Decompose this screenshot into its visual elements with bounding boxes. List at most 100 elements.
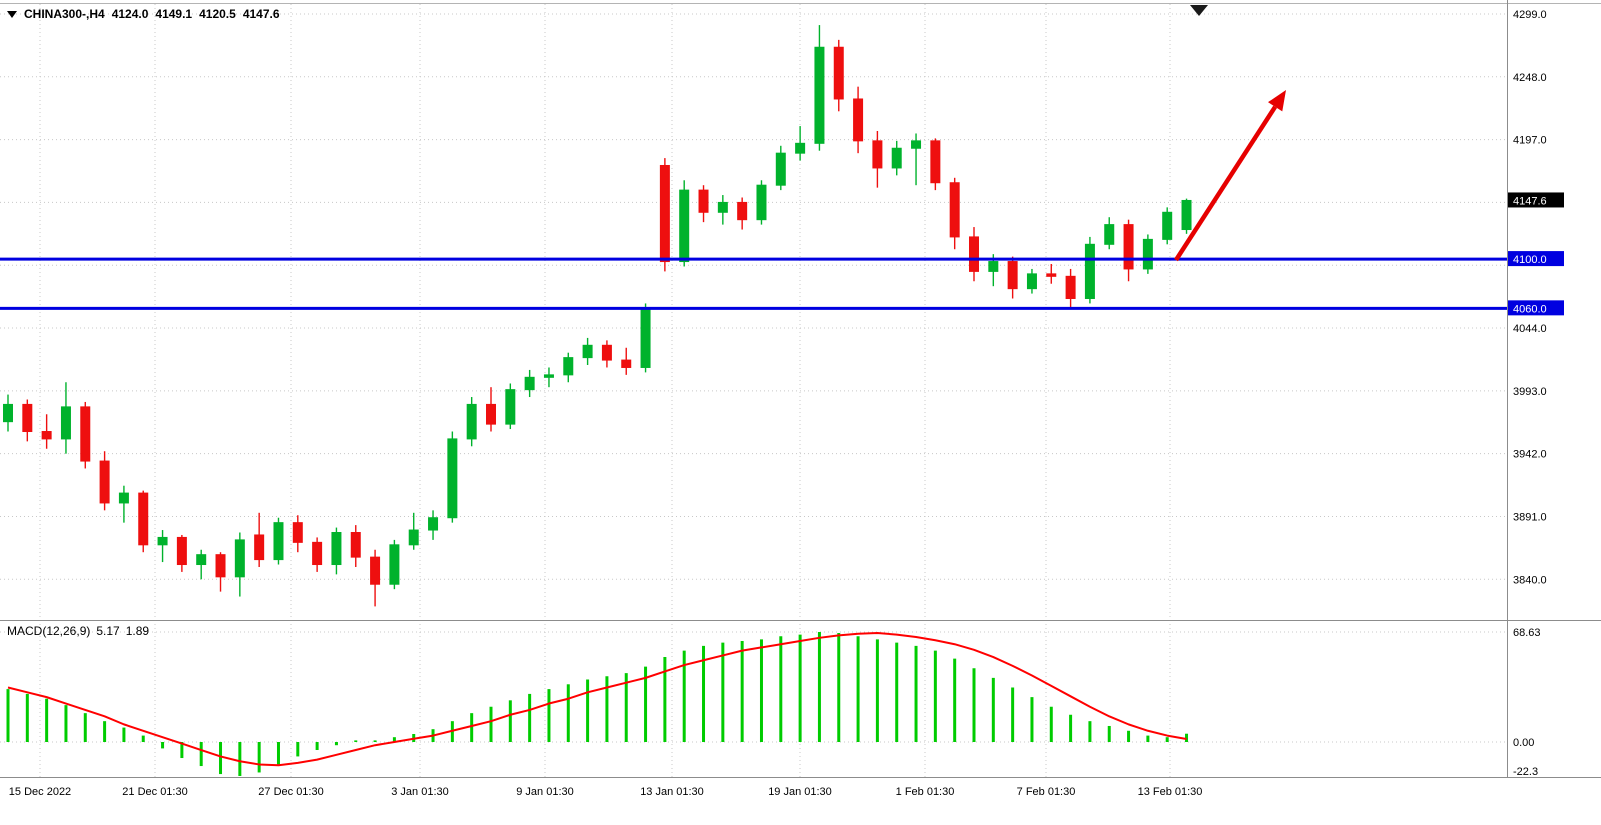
candle-down [292,515,303,553]
candle-up [408,512,419,550]
candle-down [1123,219,1134,282]
time-axis-label: 27 Dec 01:30 [258,786,323,798]
macd-axis-label: -22.3 [1513,766,1538,778]
candle-up [679,180,690,267]
candle-up [524,369,535,398]
candle-up [447,431,458,523]
candle-down [872,131,883,188]
candles [3,25,1192,607]
candle-up [891,140,902,176]
candle-up [756,180,767,225]
ohlc-high: 4149.1 [155,7,193,21]
level-price-badge-text: 4100.0 [1513,254,1547,266]
time-axis-label: 13 Jan 01:30 [640,786,704,798]
candle-up [582,337,593,366]
candle-up [717,195,728,225]
candle-up [640,303,651,373]
chart-shift-icon[interactable] [1190,5,1208,16]
time-axis-label: 7 Feb 01:30 [1017,786,1076,798]
candle-up [1162,207,1173,245]
candle-down [80,401,91,469]
macd-main-value: 5.17 [96,624,120,638]
candle-up [795,126,806,161]
candle-up [60,382,71,454]
candle-up [196,549,207,580]
candle-up [3,394,13,432]
macd-signal-value: 1.89 [125,624,150,638]
candle-down [737,197,748,230]
candle-down [486,387,496,432]
candle-down [176,534,187,572]
time-axis[interactable] [0,778,1601,825]
ohlc-low: 4120.5 [199,7,236,21]
level-price-badge: 4060.0 [1508,300,1564,316]
current-price-badge-text: 4147.6 [1513,195,1547,207]
candle-up [428,510,439,540]
macd-panel [6,631,1189,776]
price-axis-label: 4044.0 [1513,323,1547,335]
candle-down [41,414,52,449]
candle-down [254,512,265,567]
price-axis-label: 3942.0 [1513,449,1547,461]
candle-down [621,347,632,375]
macd-axis-label: 0.00 [1513,737,1534,749]
candle-up [1084,236,1095,304]
current-price-badge: 4147.6 [1508,192,1564,208]
macd-axis-label: 68.63 [1513,627,1541,639]
candle-up [543,367,554,388]
candle-up [118,485,129,523]
support-resistance-lines[interactable] [0,257,1507,310]
symbol-period-label: CHINA300-,H4 [24,7,105,21]
price-axis-label: 4197.0 [1513,135,1547,147]
price-axis-label: 3891.0 [1513,511,1547,523]
price-axis-label: 4248.0 [1513,72,1547,84]
ohlc-close: 4147.6 [242,7,280,21]
candle-down [215,552,226,592]
price-axis-label: 4299.0 [1513,9,1547,21]
candle-down [1046,264,1057,284]
price-axis-label: 3840.0 [1513,574,1547,586]
candle-down [22,399,33,442]
candle-down [312,537,323,572]
candle-up [1104,217,1115,250]
time-axis-label: 9 Jan 01:30 [516,786,574,798]
candle-up [389,539,400,590]
candle-up [466,397,477,447]
candle-down [350,525,361,567]
candle-up [157,530,168,563]
time-axis-label: 15 Dec 2022 [9,786,71,798]
price-axis-label: 3993.0 [1513,386,1547,398]
candle-down [138,490,149,553]
candle-down [969,227,979,282]
candle-up [1026,268,1037,294]
trend-arrow[interactable] [1174,90,1286,262]
level-price-badge: 4100.0 [1508,251,1564,266]
candle-down [930,138,941,191]
macd-name: MACD(12,26,9) [7,624,91,638]
level-price-badge-text: 4060.0 [1513,303,1547,315]
candle-up [814,25,825,151]
symbol-dropdown-icon[interactable] [7,10,17,18]
candle-down [99,451,110,511]
grid [0,4,1507,777]
candle-down [370,549,381,607]
candle-up [775,145,786,191]
candle-down [853,86,864,154]
chart-title: CHINA300-,H4 4124.0 4149.1 4120.5 4147.6 [7,7,280,21]
candle-down [949,177,960,250]
candle-up [1142,234,1153,274]
macd-indicator-label: MACD(12,26,9) 5.17 1.89 [7,624,149,638]
candle-down [833,39,844,112]
candle-up [911,133,922,186]
price-axis[interactable] [1508,0,1601,825]
candle-down [1007,256,1018,299]
time-axis-label: 19 Jan 01:30 [768,786,832,798]
candle-down [659,158,670,272]
time-axis-label: 3 Jan 01:30 [391,786,449,798]
ohlc-open: 4124.0 [111,7,149,21]
time-axis-label: 13 Feb 01:30 [1138,786,1203,798]
candle-up [331,527,342,575]
candle-down [698,185,709,223]
